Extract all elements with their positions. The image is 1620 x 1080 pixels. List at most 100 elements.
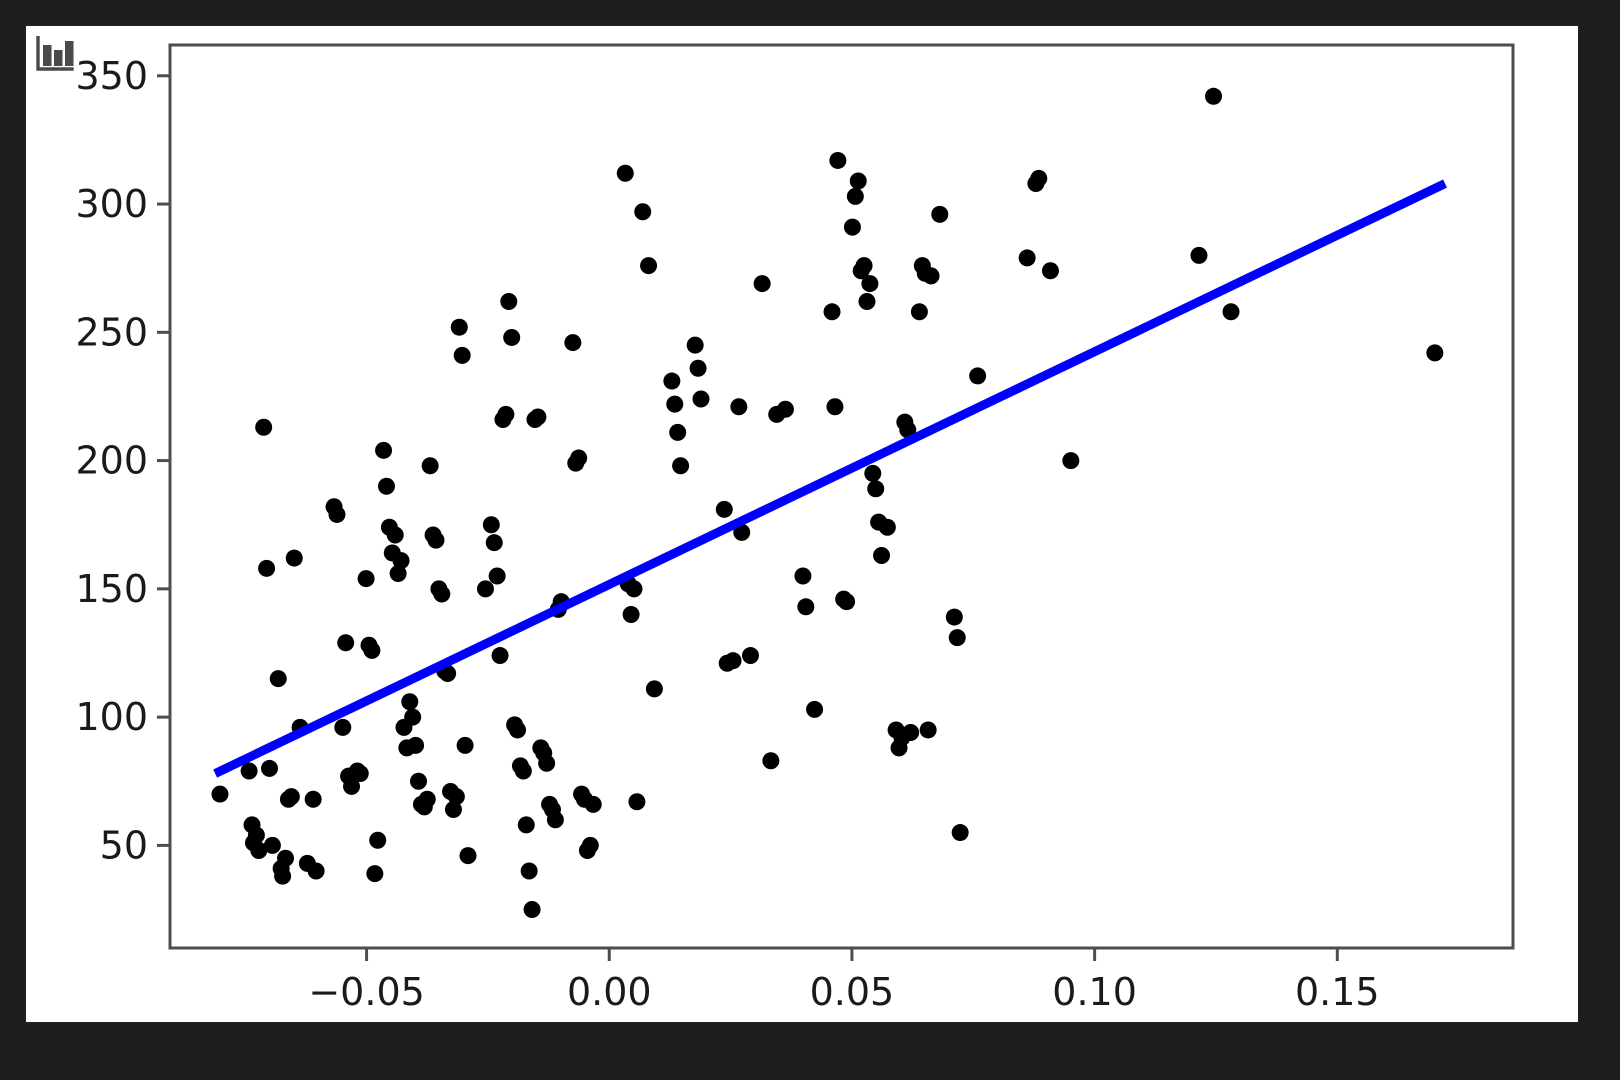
data-point [645,680,663,698]
data-point [1205,87,1223,105]
plot-area-background [170,45,1513,948]
data-point [753,275,771,293]
data-point [948,629,966,647]
data-point [878,518,896,536]
data-point [260,759,278,777]
data-point [447,788,465,806]
data-point [401,693,419,711]
data-point [410,772,428,790]
data-point [240,762,258,780]
y-tick-label: 300 [75,182,148,226]
data-point [829,151,847,169]
data-point [730,398,748,416]
data-point [1426,344,1444,362]
data-point [689,359,707,377]
data-point [456,736,474,754]
data-point [277,849,295,867]
y-tick-label: 150 [75,567,148,611]
data-point [255,418,273,436]
regression-line [213,179,1447,778]
data-point [529,408,547,426]
data-point [581,836,599,854]
data-point [369,831,387,849]
data-point [334,718,352,736]
data-point [762,752,780,770]
data-point [538,754,556,772]
data-point [304,790,322,808]
data-point [488,567,506,585]
data-point [849,172,867,190]
data-point [873,547,891,565]
data-point [910,303,928,321]
data-point [509,721,527,739]
data-point [616,164,634,182]
data-point [902,724,920,742]
data-point [386,526,404,544]
data-point [450,318,468,336]
data-point [838,593,856,611]
scatter-plot: 50 100 150 200 250 300 350 −0.05 0.00 0.05 0.10 0.1… [75,43,1515,1014]
data-point [263,836,281,854]
data-point [672,457,690,475]
data-point [366,865,384,883]
data-point [307,862,325,880]
data-point [1190,246,1208,264]
axes-frame [168,43,1515,950]
data-point [258,559,276,577]
data-point [351,765,369,783]
data-point [285,549,303,567]
y-tick-label: 250 [75,310,148,354]
data-point [377,477,395,495]
data-point [476,580,494,598]
bar-chart-icon[interactable] [36,36,74,72]
y-tick-label: 50 [100,823,148,867]
data-point [823,303,841,321]
data-point [951,824,969,842]
data-point [459,847,477,865]
data-point [523,901,541,919]
data-point [421,457,439,475]
data-point [337,634,355,652]
data-point [861,275,879,293]
data-point [418,790,436,808]
data-point [392,552,410,570]
x-tick-label: 0.10 [1052,970,1137,1014]
data-point [439,665,457,683]
data-point [482,516,500,534]
data-point [628,793,646,811]
data-point [433,585,451,603]
x-tick-label: 0.15 [1295,970,1380,1014]
data-point [269,670,287,688]
data-point [867,480,885,498]
x-tick-label: 0.05 [810,970,895,1014]
data-point [1018,249,1036,267]
data-point [211,785,229,803]
y-tick-label: 100 [75,695,148,739]
data-point [584,795,602,813]
data-point [274,867,292,885]
data-point [794,567,812,585]
data-point [724,652,742,670]
data-point [546,811,564,829]
data-point [328,505,346,523]
data-point [846,187,864,205]
x-tick-label: −0.05 [308,970,424,1014]
data-point [503,328,521,346]
data-point [514,762,532,780]
data-point [858,293,876,311]
data-point [622,606,640,624]
data-point [389,564,407,582]
data-point [945,608,963,626]
data-point [453,346,471,364]
data-point [715,500,733,518]
data-point [776,400,794,418]
data-point [404,708,422,726]
data-point [282,788,300,806]
data-point [1030,169,1048,187]
data-point [969,367,987,385]
data-point [692,390,710,408]
data-point [843,218,861,236]
data-point [634,203,652,221]
data-point [855,257,873,275]
